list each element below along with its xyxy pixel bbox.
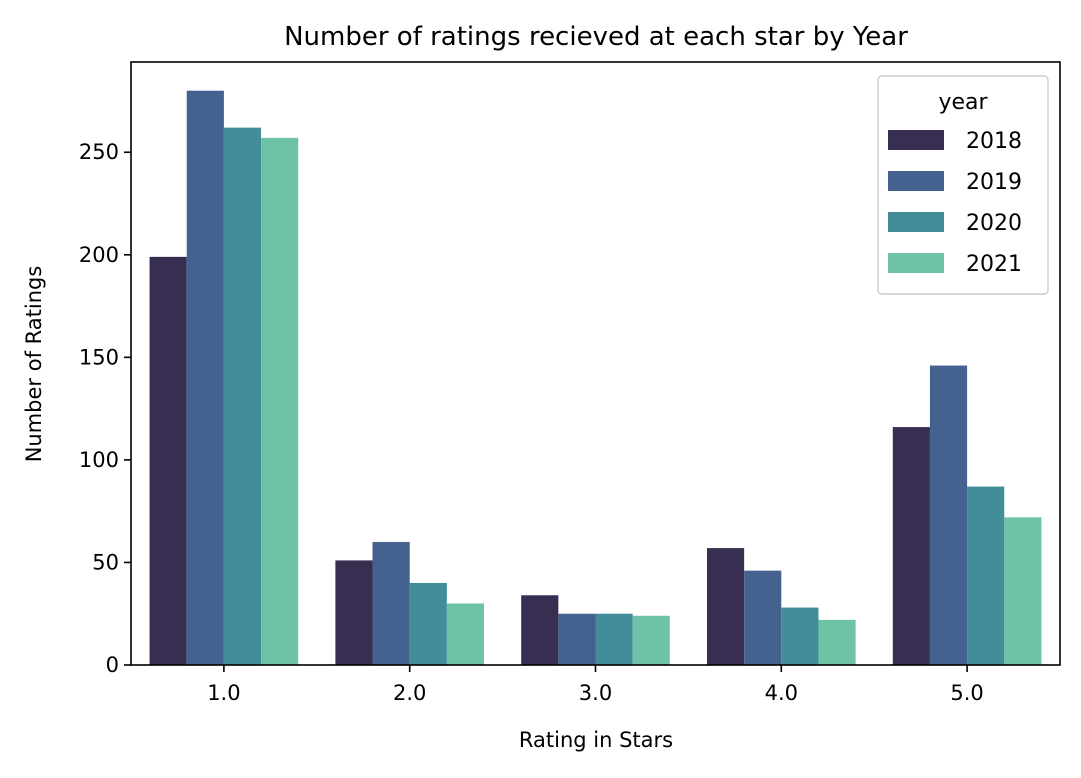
bar-2018-3.0 — [521, 595, 559, 665]
y-tick-label: 50 — [92, 550, 119, 574]
x-tick-label: 2.0 — [393, 681, 426, 705]
bar-2020-5.0 — [967, 486, 1005, 665]
x-tick-label: 1.0 — [207, 681, 240, 705]
bar-2019-3.0 — [558, 613, 596, 665]
chart-title: Number of ratings recieved at each star … — [284, 22, 908, 52]
legend: year 2018 2019 2020 2021 — [877, 75, 1049, 295]
y-tick-label: 100 — [79, 448, 119, 472]
bar-2020-2.0 — [409, 582, 447, 665]
legend-label-2021: 2021 — [966, 252, 1022, 277]
y-axis-label: Number of Ratings — [22, 266, 46, 463]
x-axis-label: Rating in Stars — [519, 728, 673, 752]
bar-2021-4.0 — [818, 619, 856, 665]
bar-2021-2.0 — [446, 603, 485, 665]
legend-label-2018: 2018 — [966, 129, 1022, 154]
x-tick-label: 4.0 — [765, 681, 798, 705]
y-tick-label: 150 — [79, 345, 119, 369]
y-tick-label: 0 — [106, 653, 119, 677]
x-tick-label: 3.0 — [579, 681, 612, 705]
bar-2020-4.0 — [781, 607, 819, 665]
legend-items: 2018 2019 2020 2021 — [888, 129, 1022, 277]
bar-2021-3.0 — [632, 615, 670, 665]
bar-2018-5.0 — [892, 427, 930, 665]
legend-label-2020: 2020 — [966, 211, 1022, 236]
y-tick-label: 250 — [79, 140, 119, 164]
legend-label-2019: 2019 — [966, 170, 1022, 195]
y-tick-label: 200 — [79, 243, 119, 267]
bar-2021-1.0 — [261, 137, 299, 665]
bar-2020-1.0 — [223, 127, 262, 666]
plot-frame — [130, 61, 1061, 666]
bar-2018-2.0 — [335, 560, 373, 665]
legend-swatch-2021 — [888, 253, 944, 273]
bar-2019-5.0 — [929, 365, 968, 665]
bar-2020-3.0 — [595, 613, 633, 665]
legend-swatch-2018 — [888, 130, 944, 150]
x-tick-label: 5.0 — [950, 681, 983, 705]
bars-group — [149, 90, 1042, 666]
bar-2018-4.0 — [706, 548, 745, 665]
bar-2021-5.0 — [1004, 517, 1042, 665]
bar-2019-2.0 — [372, 541, 410, 665]
bar-2019-4.0 — [744, 570, 782, 665]
bar-2019-1.0 — [186, 90, 224, 665]
legend-swatch-2020 — [888, 212, 944, 232]
bar-2018-1.0 — [149, 256, 187, 665]
legend-title: year — [938, 90, 988, 115]
legend-swatch-2019 — [888, 171, 944, 191]
y-axis: 0 50 100 150 200 250 — [79, 140, 131, 677]
x-axis: 1.0 2.0 3.0 4.0 5.0 — [207, 665, 984, 705]
